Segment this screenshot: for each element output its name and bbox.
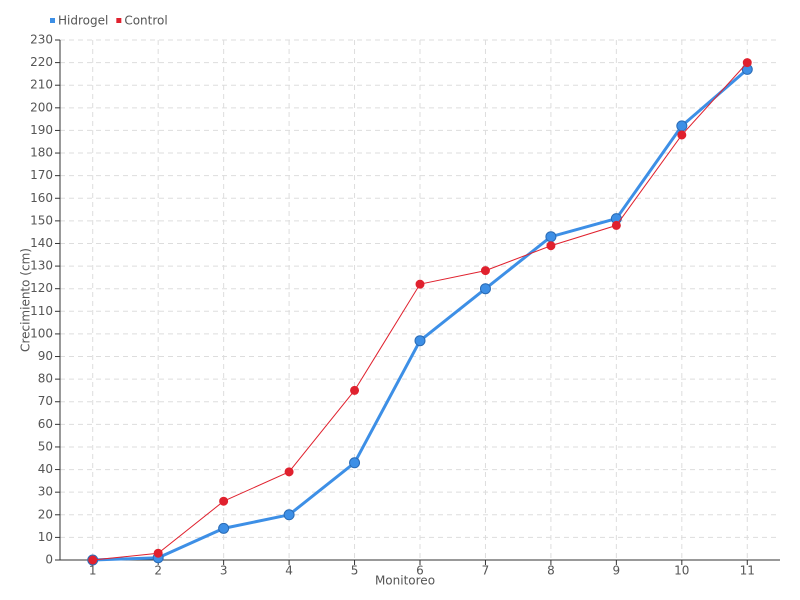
y-tick-label: 120 — [30, 281, 53, 295]
y-tick-label: 150 — [30, 213, 53, 227]
y-tick-label: 100 — [30, 326, 53, 340]
y-tick-label: 170 — [30, 168, 53, 182]
y-tick-label: 50 — [38, 439, 53, 453]
y-tick-label: 220 — [30, 55, 53, 69]
x-tick-label: 8 — [547, 564, 555, 578]
y-tick-label: 10 — [38, 530, 53, 544]
y-tick-label: 0 — [45, 553, 53, 567]
data-point — [283, 509, 295, 521]
data-point — [153, 548, 163, 558]
y-tick-label: 20 — [38, 507, 53, 521]
y-tick-label: 130 — [30, 259, 53, 273]
data-point — [415, 279, 425, 289]
data-point — [545, 231, 557, 243]
data-point — [218, 522, 230, 534]
y-tick-label: 80 — [38, 372, 53, 386]
y-axis-label: Crecimiento (cm) — [19, 248, 33, 352]
x-tick-label: 2 — [154, 564, 162, 578]
y-tick-label: 70 — [38, 394, 53, 408]
x-tick-label: 10 — [674, 564, 689, 578]
data-point — [284, 467, 294, 477]
legend-label: Hidrogel — [58, 14, 108, 28]
y-tick-label: 190 — [30, 123, 53, 137]
data-point — [676, 120, 688, 132]
x-tick-label: 1 — [89, 564, 97, 578]
data-point — [350, 385, 360, 395]
y-tick-label: 110 — [30, 304, 53, 318]
x-tick-label: 7 — [482, 564, 490, 578]
data-point — [349, 457, 361, 469]
data-point — [480, 266, 490, 276]
legend-label: Control — [124, 14, 167, 28]
data-point — [742, 58, 752, 68]
data-point — [479, 283, 491, 295]
data-point — [219, 496, 229, 506]
data-point — [611, 220, 621, 230]
data-point — [414, 335, 426, 347]
y-tick-label: 140 — [30, 236, 53, 250]
x-tick-label: 6 — [416, 564, 424, 578]
data-point — [88, 555, 98, 565]
y-tick-label: 60 — [38, 417, 53, 431]
legend-swatch — [116, 18, 122, 23]
data-point — [677, 130, 687, 140]
x-tick-label: 9 — [613, 564, 621, 578]
y-tick-label: 30 — [38, 485, 53, 499]
x-axis-label: Monitoreo — [375, 574, 435, 588]
y-tick-label: 90 — [38, 349, 53, 363]
legend-swatch — [50, 18, 55, 23]
x-tick-label: 11 — [740, 564, 755, 578]
y-tick-label: 210 — [30, 78, 53, 92]
x-tick-label: 4 — [285, 564, 293, 578]
y-tick-label: 160 — [30, 191, 53, 205]
x-tick-label: 3 — [220, 564, 228, 578]
data-point — [546, 241, 556, 251]
x-tick-label: 5 — [351, 564, 359, 578]
y-tick-label: 200 — [30, 100, 53, 114]
y-tick-label: 180 — [30, 146, 53, 160]
y-tick-label: 230 — [30, 33, 53, 47]
y-tick-label: 40 — [38, 462, 53, 476]
